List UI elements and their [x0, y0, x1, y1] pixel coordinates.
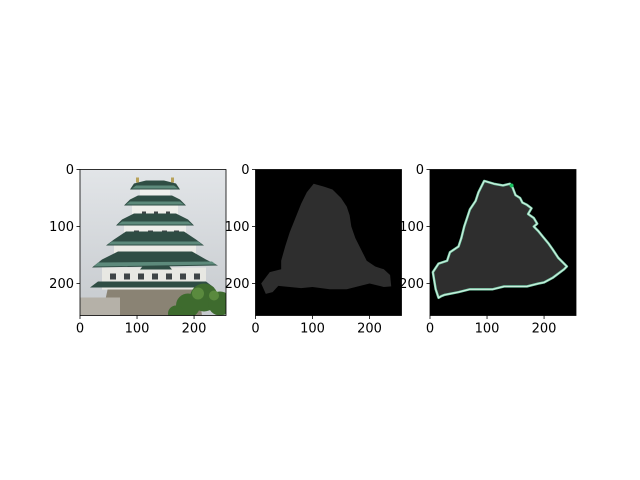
contour-highlight: [509, 183, 514, 188]
axes-frame: [429, 169, 577, 316]
x-tick-label: 0: [76, 322, 84, 337]
axes-frame: [79, 169, 227, 316]
y-tick-label: 200: [399, 277, 424, 292]
y-tick-label: 200: [225, 277, 250, 292]
x-tick-label: 200: [182, 322, 207, 337]
x-tick-label: 100: [125, 322, 150, 337]
y-tick-label: 200: [49, 277, 74, 292]
y-tick-label: 0: [66, 163, 74, 178]
x-tick-label: 200: [532, 322, 557, 337]
panel-contour: 0 100 200 0 100 200: [399, 163, 577, 337]
x-tick-label: 200: [357, 322, 382, 337]
x-tick-label: 100: [300, 322, 325, 337]
y-tick-label: 100: [399, 220, 424, 235]
x-tick-label: 0: [251, 322, 259, 337]
x-tick-label: 100: [475, 322, 500, 337]
panel-photo: 0 100 200 0 100 200: [49, 163, 227, 337]
x-tick-label: 0: [426, 322, 434, 337]
contour-line-inner: [432, 180, 568, 299]
y-tick-label: 100: [225, 220, 250, 235]
mask-region: [261, 183, 392, 294]
y-tick-label: 100: [49, 220, 74, 235]
axes-frame: [255, 169, 402, 316]
y-tick-label: 0: [241, 163, 249, 178]
contour-mask-region: [432, 180, 567, 298]
castle-photo: [80, 169, 226, 316]
panel-mask: 0 100 200 0 100 200: [225, 163, 402, 337]
y-tick-label: 0: [416, 163, 424, 178]
